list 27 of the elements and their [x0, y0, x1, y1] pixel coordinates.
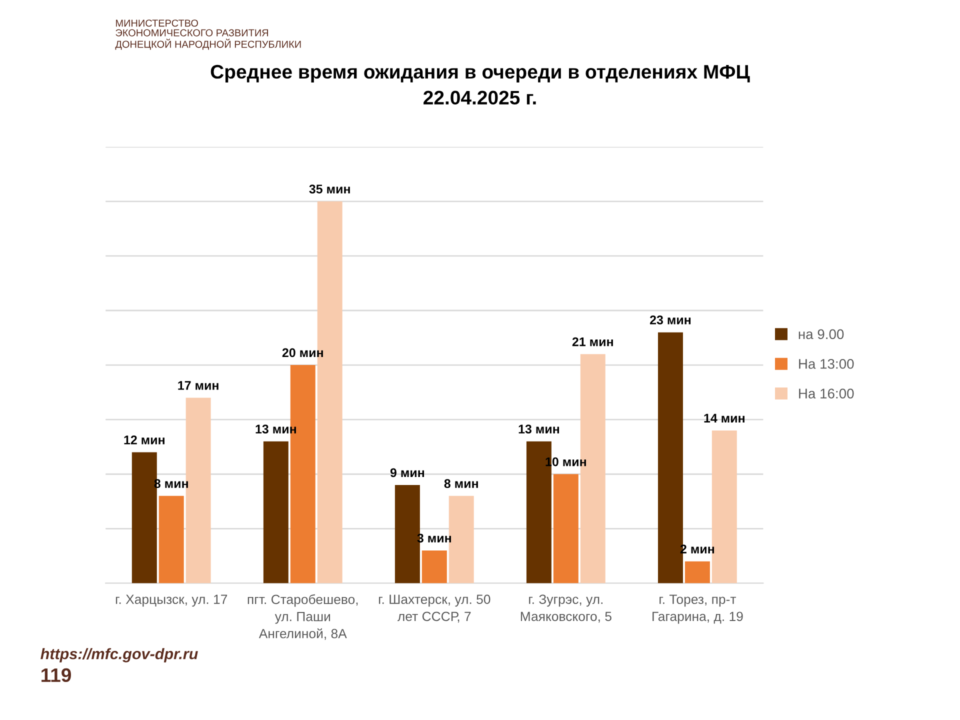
- data-label: 17 мин: [178, 381, 218, 390]
- legend-label: На 16:00: [799, 388, 854, 398]
- data-label: 21 мин: [572, 337, 613, 346]
- text: 119: [42, 668, 71, 682]
- text: МИНИСТЕРСТВО ЭКОНОМИЧЕСКОГО РАЗВИТИЯ ДОНЕЦКОЙ НАРОДНОЙ РЕСПУБЛИКИ: [115, 20, 301, 50]
- legend-label: на 9.00: [798, 329, 844, 340]
- legend-label: На 13:00: [799, 358, 854, 369]
- text: https://mfc.gov-dpr.ru: [40, 648, 198, 662]
- bar: [553, 474, 578, 584]
- bar: [684, 561, 710, 584]
- data-label: 13 мин: [518, 424, 560, 434]
- bar: [263, 441, 288, 584]
- x-tick-label: г. Зугрэс, ул. Маяковского, 5: [520, 594, 612, 623]
- data-label: 9 мин: [390, 468, 424, 478]
- bar: [422, 550, 447, 584]
- x-tick-label: пгт. Старобешево, ул. Паши Ангелиной, 8А: [248, 594, 358, 640]
- bar: [158, 496, 184, 584]
- data-label: 8 мин: [444, 479, 478, 488]
- data-label: 35 мин: [309, 184, 350, 194]
- x-tick-label: г. Торез, пр-т Гагарина, д. 19: [652, 594, 743, 624]
- chart-title: Среднее время ожидания в очереди в отделениях МФЦ 22.04.2025 г.: [210, 64, 750, 105]
- data-label: 14 мин: [704, 414, 744, 422]
- data-label: 20 мин: [282, 348, 323, 358]
- data-label: 12 мин: [124, 436, 164, 444]
- x-tick-label: г. Харцызск, ул. 17: [116, 594, 228, 607]
- data-label: 23 мин: [650, 316, 691, 324]
- x-tick-label: г. Шахтерск, ул. 50 лет СССР, 7: [378, 594, 490, 623]
